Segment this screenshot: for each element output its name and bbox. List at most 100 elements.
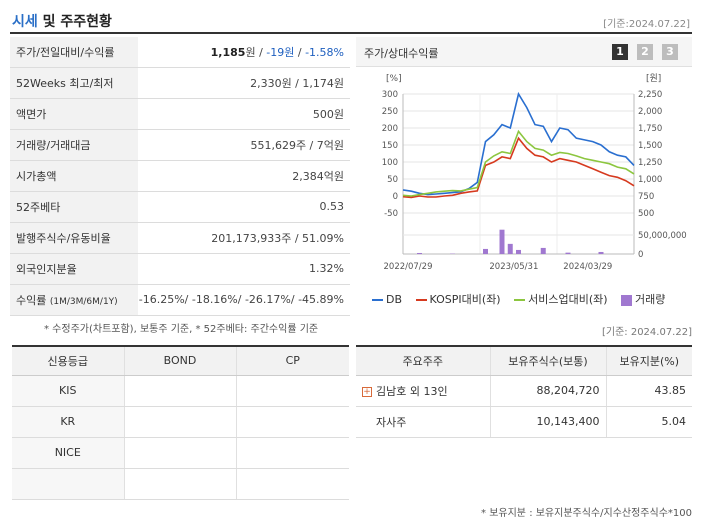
left-tick-label: 150 [382, 141, 398, 151]
table-row: KIS [12, 375, 349, 407]
column-header: 신용등급 [12, 346, 125, 376]
row-label: 외국인지분율 [10, 253, 138, 285]
bond-cell [124, 437, 237, 469]
left-tick-label: -50 [384, 209, 398, 219]
legend-item-volume: 거래량 [621, 291, 665, 307]
chart-page-2-button[interactable]: 2 [637, 44, 653, 60]
table-row [12, 468, 349, 500]
chart-title: 주가/상대수익률 [364, 47, 439, 60]
agency-cell: KIS [12, 375, 125, 407]
volume-tick-label: 50,000,000 [638, 231, 687, 241]
chart-header: 주가/상대수익률 1 2 3 [356, 37, 692, 67]
base-date: [기준:2024.07.22] [603, 19, 690, 30]
row-label: 발행주식수/유동비율 [10, 222, 138, 254]
column-header: 주요주주 [356, 346, 491, 376]
x-tick-label: 2023/05/31 [489, 262, 538, 272]
price-change-value: 1,185원 / -19원 / -1.58% [138, 37, 350, 69]
chart-page-3-button[interactable]: 3 [662, 44, 678, 60]
x-tick-label: 2022/07/29 [384, 262, 433, 272]
row-label: 주가/전일대비/수익률 [10, 37, 138, 69]
holders-note: * 보유지분 : 보유지분주식수/지수산정주식수*100 [481, 508, 692, 519]
bond-cell [124, 375, 237, 407]
table-row: 52주베타 0.53 [10, 191, 350, 223]
left-axis-unit: [%] [386, 74, 402, 84]
agency-cell: KR [12, 406, 125, 438]
right-tick-label: 1,750 [638, 124, 662, 134]
bond-cell [124, 468, 237, 500]
table-row: 자사주 10,143,400 5.04 [356, 406, 692, 438]
section-title: 시세 및 주주현황 [12, 14, 112, 30]
bond-cell [124, 406, 237, 438]
table-row: 거래량/거래대금 551,629주 / 7억원 [10, 129, 350, 162]
volume-bar [540, 247, 546, 254]
table-row: + 김남호 외 13인 88,204,720 43.85 [356, 375, 692, 407]
row-label: 거래량/거래대금 [10, 129, 138, 162]
major-shareholders-table: 주요주주 보유주식수(보통) 보유지분(%) + 김남호 외 13인 88,204… [356, 345, 692, 438]
right-tick-label: 750 [638, 192, 654, 202]
volume-bar [483, 248, 488, 254]
volume-tick-label: 0 [638, 250, 643, 260]
right-tick-label: 2,250 [638, 90, 662, 100]
table-header-row: 주요주주 보유주식수(보통) 보유지분(%) [356, 346, 692, 376]
table-row: 주가/전일대비/수익률 1,185원 / -19원 / -1.58% [10, 37, 350, 69]
right-tick-label: 1,500 [638, 141, 662, 151]
row-label: 시가총액 [10, 160, 138, 192]
return-values: -16.25%/ -18.16%/ -26.17%/ -45.89% [138, 284, 350, 316]
legend-item-kospi: KOSPI대비(좌) [415, 291, 501, 307]
legend-line-icon [415, 299, 427, 301]
left-tick-label: 300 [382, 90, 398, 100]
right-tick-label: 500 [638, 209, 654, 219]
right-axis-unit: [원] [646, 73, 661, 84]
chart-legend: DB KOSPI대비(좌) 서비스업대비(좌) 거래량 [372, 291, 675, 307]
shares-cell: 10,143,400 [490, 406, 607, 438]
table-row: NICE [12, 437, 349, 469]
cp-cell [236, 406, 349, 438]
chart-page-1-button[interactable]: 1 [612, 44, 628, 60]
left-tick-label: 200 [382, 124, 398, 134]
left-tick-label: 100 [382, 158, 398, 168]
legend-line-icon [514, 299, 526, 301]
price-note: * 수정주가(차트포함), 보통주 기준, * 52주베타: 주간수익률 기준 [44, 324, 319, 335]
table-row: KR [12, 406, 349, 438]
cp-cell [236, 468, 349, 500]
row-label: 52주베타 [10, 191, 138, 223]
table-row: 수익률 (1M/3M/6M/1Y) -16.25%/ -18.16%/ -26.… [10, 284, 350, 316]
volume-bar [516, 249, 521, 254]
volume-bar [417, 252, 422, 254]
column-header: CP [236, 346, 349, 376]
holder-name-cell: 자사주 [356, 406, 491, 438]
left-tick-label: 250 [382, 107, 398, 117]
series-line-2 [402, 129, 635, 197]
column-header: BOND [124, 346, 237, 376]
table-row: 외국인지분율 1.32% [10, 253, 350, 285]
table-row: 액면가 500원 [10, 98, 350, 131]
pct-cell: 43.85 [606, 375, 692, 407]
agency-cell [12, 468, 125, 500]
agency-cell: NICE [12, 437, 125, 469]
column-header: 보유주식수(보통) [490, 346, 607, 376]
legend-item-service: 서비스업대비(좌) [514, 291, 608, 307]
legend-square-icon [621, 294, 633, 306]
cp-cell [236, 375, 349, 407]
footer-base-date: [기준: 2024.07.22] [601, 327, 692, 338]
cp-cell [236, 437, 349, 469]
volume-bar [598, 251, 604, 254]
price-table: 주가/전일대비/수익률 1,185원 / -19원 / -1.58% 52Wee… [10, 37, 350, 316]
row-value: 1.32% [138, 253, 350, 285]
volume-bar [565, 252, 571, 254]
volume-bar [507, 243, 513, 254]
row-value: 500원 [138, 98, 350, 131]
table-row: 발행주식수/유동비율 201,173,933주 / 51.09% [10, 222, 350, 254]
left-tick-label: 50 [387, 175, 398, 185]
volume-bar [499, 229, 505, 254]
row-value: 551,629주 / 7억원 [138, 129, 350, 162]
section-header: 시세 및 주주현황 [기준:2024.07.22] [10, 6, 692, 34]
expand-plus-icon[interactable]: + [362, 386, 372, 397]
column-header: 보유지분(%) [606, 346, 692, 376]
legend-item-db: DB [372, 293, 402, 306]
row-label: 수익률 (1M/3M/6M/1Y) [10, 284, 138, 316]
row-value: 0.53 [138, 191, 350, 223]
table-row: 시가총액 2,384억원 [10, 160, 350, 192]
row-label: 액면가 [10, 98, 138, 131]
right-tick-label: 1,250 [638, 158, 662, 168]
